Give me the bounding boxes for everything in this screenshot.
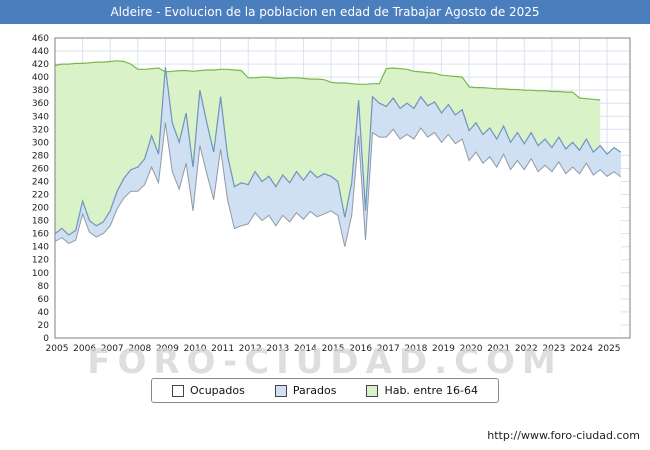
svg-text:280: 280 (32, 151, 49, 161)
svg-text:100: 100 (32, 269, 49, 279)
svg-text:140: 140 (32, 243, 49, 253)
svg-text:80: 80 (38, 282, 50, 292)
svg-text:2023: 2023 (542, 344, 565, 354)
legend-label-parados: Parados (292, 384, 337, 397)
svg-text:2008: 2008 (128, 344, 151, 354)
svg-text:20: 20 (38, 321, 50, 331)
svg-text:2018: 2018 (404, 344, 427, 354)
legend-item-parados: Parados (274, 384, 337, 397)
legend-box: Ocupados Parados Hab. entre 16-64 (150, 378, 499, 403)
svg-text:2013: 2013 (266, 344, 289, 354)
legend-label-hab-16-64: Hab. entre 16-64 (384, 384, 478, 397)
legend-swatch-ocupados (171, 384, 184, 397)
svg-text:2007: 2007 (101, 344, 124, 354)
chart-title-bar: Aldeire - Evolucion de la poblacion en e… (0, 0, 650, 24)
svg-text:440: 440 (32, 47, 49, 57)
svg-text:380: 380 (32, 86, 49, 96)
series-areas (55, 60, 621, 339)
svg-text:2005: 2005 (46, 344, 69, 354)
svg-text:300: 300 (32, 138, 49, 148)
svg-text:120: 120 (32, 256, 49, 266)
svg-text:2010: 2010 (184, 344, 207, 354)
legend-swatch-hab-16-64 (366, 384, 379, 397)
svg-text:2014: 2014 (294, 344, 317, 354)
legend-label-ocupados: Ocupados (189, 384, 245, 397)
legend: Ocupados Parados Hab. entre 16-64 (0, 378, 650, 403)
svg-text:2022: 2022 (515, 344, 538, 354)
plot-border (54, 37, 631, 339)
legend-item-hab-16-64: Hab. entre 16-64 (366, 384, 478, 397)
svg-text:240: 240 (32, 177, 49, 187)
svg-text:40: 40 (38, 308, 50, 318)
svg-text:420: 420 (32, 60, 49, 70)
svg-text:160: 160 (32, 230, 49, 240)
series-lines (54, 60, 622, 247)
svg-text:340: 340 (32, 112, 49, 122)
svg-text:2020: 2020 (460, 344, 483, 354)
svg-text:200: 200 (32, 204, 49, 214)
svg-text:2006: 2006 (73, 344, 96, 354)
svg-text:60: 60 (38, 295, 50, 305)
svg-text:2011: 2011 (211, 344, 234, 354)
svg-text:2015: 2015 (322, 344, 345, 354)
svg-text:460: 460 (32, 34, 49, 44)
svg-text:400: 400 (32, 73, 49, 83)
svg-text:2009: 2009 (156, 344, 179, 354)
svg-text:360: 360 (32, 99, 49, 109)
svg-text:260: 260 (32, 164, 49, 174)
svg-text:2016: 2016 (349, 344, 372, 354)
legend-item-ocupados: Ocupados (171, 384, 245, 397)
svg-text:220: 220 (32, 191, 49, 201)
svg-text:2017: 2017 (377, 344, 400, 354)
svg-text:2025: 2025 (598, 344, 621, 354)
svg-text:320: 320 (32, 125, 49, 135)
svg-text:180: 180 (32, 217, 49, 227)
legend-swatch-parados (274, 384, 287, 397)
svg-text:2024: 2024 (570, 344, 593, 354)
axis-labels: 0 20 40 60 80 100 120 140 160 180 200 220 240 260 280 3… (32, 34, 621, 354)
svg-text:2019: 2019 (432, 344, 455, 354)
foro-ciudad-link[interactable]: http://www.foro-ciudad.com (487, 429, 640, 442)
svg-text:0: 0 (43, 334, 49, 344)
svg-text:2012: 2012 (239, 344, 262, 354)
chart-title: Aldeire - Evolucion de la poblacion en e… (110, 5, 540, 19)
svg-text:2021: 2021 (487, 344, 510, 354)
